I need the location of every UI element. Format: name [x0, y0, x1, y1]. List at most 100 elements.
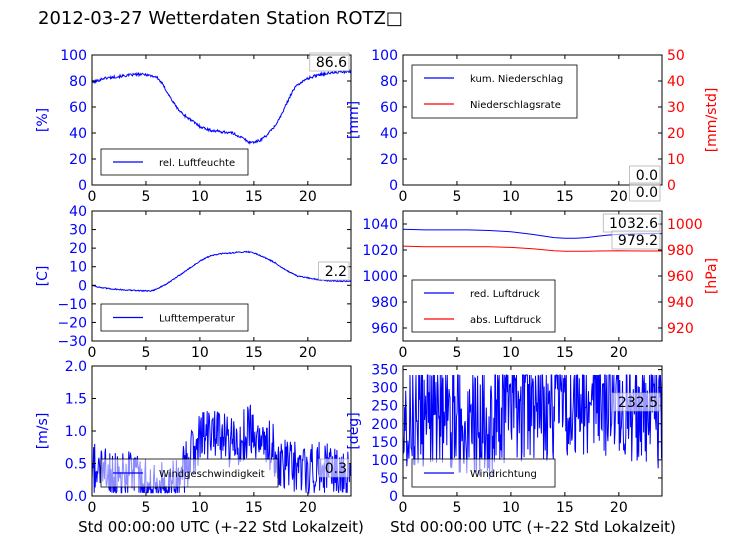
precipitation-x-tick-label: 15	[556, 189, 574, 205]
winddirection-y-axis-label: [deg]	[346, 412, 362, 449]
temperature-x-tick-label: 5	[141, 345, 150, 361]
figure-title: 2012-03-27 Wetterdaten Station ROTZ□	[38, 8, 403, 29]
pressure-value-label: 1032.6	[609, 216, 658, 232]
humidity-y-tick-label: 60	[69, 100, 87, 116]
temperature-x-tick-label: 20	[299, 345, 317, 361]
humidity-x-tick-label: 5	[141, 189, 150, 205]
pressure-y-tick-label-right: 960	[667, 269, 694, 285]
winddirection-x-tick-label: 10	[502, 500, 520, 516]
precipitation-value-label: 0.0	[636, 185, 658, 201]
windspeed-x-tick-label: 15	[245, 500, 263, 516]
windspeed-y-tick-label: 0.5	[65, 457, 87, 473]
precipitation-y-tick-label: 0	[389, 178, 398, 194]
windspeed-panel: 0 5 10 15 20 0.0 0.5 1.0 1.5 2.0 [m/s] Windgeschwin…	[35, 359, 352, 516]
winddirection-x-tick-label: 15	[556, 500, 574, 516]
humidity-y-tick-label: 0	[78, 178, 87, 194]
windspeed-y-tick-label: 2.0	[65, 359, 87, 375]
winddirection-legend-label: Windrichtung	[470, 469, 537, 480]
windspeed-y-axis-label: [m/s]	[35, 413, 51, 450]
humidity-series-1	[92, 69, 351, 145]
precipitation-y-axis-label-right: [mm/std]	[704, 88, 720, 153]
winddirection-y-tick-label: 150	[371, 435, 398, 451]
pressure-x-tick-label: 20	[610, 345, 628, 361]
temperature-plot-frame	[91, 210, 352, 342]
precipitation-y-tick-label-right: 40	[667, 74, 685, 90]
winddirection-y-tick-label: 300	[371, 381, 398, 397]
windspeed-legend-label: Windgeschwindigkeit	[159, 469, 265, 480]
pressure-legend	[411, 279, 556, 333]
winddirection-series-1	[403, 374, 662, 480]
pressure-y-tick-label: 980	[371, 295, 398, 311]
temperature-panel: 0 5 10 15 20 −30 −20 −10 0 10 20 30 40 [C] Lufttempera…	[35, 204, 352, 361]
windspeed-value-box	[318, 458, 350, 478]
humidity-legend-label: rel. Luftfeuchte	[159, 158, 235, 169]
pressure-y-tick-label-right: 920	[667, 321, 694, 337]
pressure-panel: 0 5 10 15 20 960 980 1000 1020 1040 920 940 960 980 10…	[362, 210, 720, 361]
precipitation-legend-label: Niederschlagsrate	[470, 100, 561, 111]
winddirection-value-label: 232.5	[618, 395, 658, 411]
windspeed-value-label: 0.3	[325, 461, 347, 477]
temperature-y-tick-label: −10	[57, 297, 87, 313]
pressure-value-label: 979.2	[618, 233, 658, 249]
windspeed-y-tick-label: 0.0	[65, 489, 87, 505]
winddirection-value-box	[611, 392, 661, 412]
precipitation-value-box	[629, 182, 661, 202]
precipitation-x-tick-label: 5	[452, 189, 461, 205]
pressure-y-tick-label-right: 1000	[667, 217, 703, 233]
precipitation-legend	[411, 64, 578, 119]
precipitation-y-tick-label-right: 0	[667, 178, 676, 194]
temperature-value-label: 2.2	[325, 264, 347, 280]
winddirection-y-tick-label: 0	[389, 489, 398, 505]
precipitation-y-tick-label-right: 20	[667, 126, 685, 142]
pressure-y-tick-label: 1040	[362, 217, 398, 233]
windspeed-y-tick-label: 1.0	[65, 424, 87, 440]
winddirection-y-tick-label: 50	[380, 471, 398, 487]
windspeed-x-tick-label: 5	[141, 500, 150, 516]
windspeed-x-tick-label: 10	[191, 500, 209, 516]
humidity-y-tick-label: 20	[69, 152, 87, 168]
precipitation-y-axis-label: [mm]	[346, 101, 362, 139]
humidity-x-tick-label: 0	[88, 189, 97, 205]
temperature-y-tick-label: 10	[69, 260, 87, 276]
temperature-x-tick-label: 10	[191, 345, 209, 361]
precipitation-y-tick-label: 100	[371, 48, 398, 64]
winddirection-panel: 0 5 10 15 20050100150200250300350[deg]Windri…	[346, 363, 663, 516]
humidity-x-tick-label: 15	[245, 189, 263, 205]
pressure-y-tick-label: 960	[371, 321, 398, 337]
precipitation-y-tick-label: 80	[380, 74, 398, 90]
winddirection-y-tick-label: 350	[371, 363, 398, 379]
pressure-series-2	[403, 245, 662, 252]
pressure-y-tick-label-right: 940	[667, 295, 694, 311]
humidity-panel: 0 5 10 15 20 0 20 40 60 80 100 [%] rel. Luftfeuchte 8…	[35, 48, 352, 205]
pressure-y-tick-label-right: 980	[667, 243, 694, 259]
precipitation-x-tick-label: 20	[610, 189, 628, 205]
humidity-value-label: 86.6	[316, 55, 347, 71]
pressure-x-tick-label: 0	[399, 345, 408, 361]
precipitation-legend-label: kum. Niederschlag	[470, 74, 563, 85]
temperature-y-tick-label: −20	[57, 315, 87, 331]
temperature-series-1	[92, 250, 351, 293]
humidity-y-tick-label: 80	[69, 74, 87, 90]
temperature-y-tick-label: 20	[69, 241, 87, 257]
temperature-x-tick-label: 15	[245, 345, 263, 361]
pressure-value-box	[611, 230, 661, 250]
humidity-plot-frame	[91, 54, 352, 186]
pressure-x-tick-label: 15	[556, 345, 574, 361]
humidity-x-tick-label: 10	[191, 189, 209, 205]
winddirection-x-tick-label: 20	[610, 500, 628, 516]
pressure-y-tick-label: 1020	[362, 243, 398, 259]
temperature-y-tick-label: −30	[57, 334, 87, 350]
pressure-legend-label: red. Luftdruck	[470, 289, 540, 300]
winddirection-y-tick-label: 200	[371, 417, 398, 433]
temperature-value-box	[318, 261, 350, 281]
winddirection-y-tick-label: 100	[371, 453, 398, 469]
humidity-y-tick-label: 100	[60, 48, 87, 64]
temperature-x-tick-label: 0	[88, 345, 97, 361]
precipitation-y-tick-label-right: 10	[667, 152, 685, 168]
windspeed-x-tick-label: 20	[299, 500, 317, 516]
precipitation-y-tick-label: 60	[380, 100, 398, 116]
temperature-y-tick-label: 30	[69, 223, 87, 239]
x-axis-label-left: Std 00:00:00 UTC (+-22 Std Lokalzeit)	[78, 518, 364, 536]
precipitation-y-tick-label-right: 30	[667, 100, 685, 116]
